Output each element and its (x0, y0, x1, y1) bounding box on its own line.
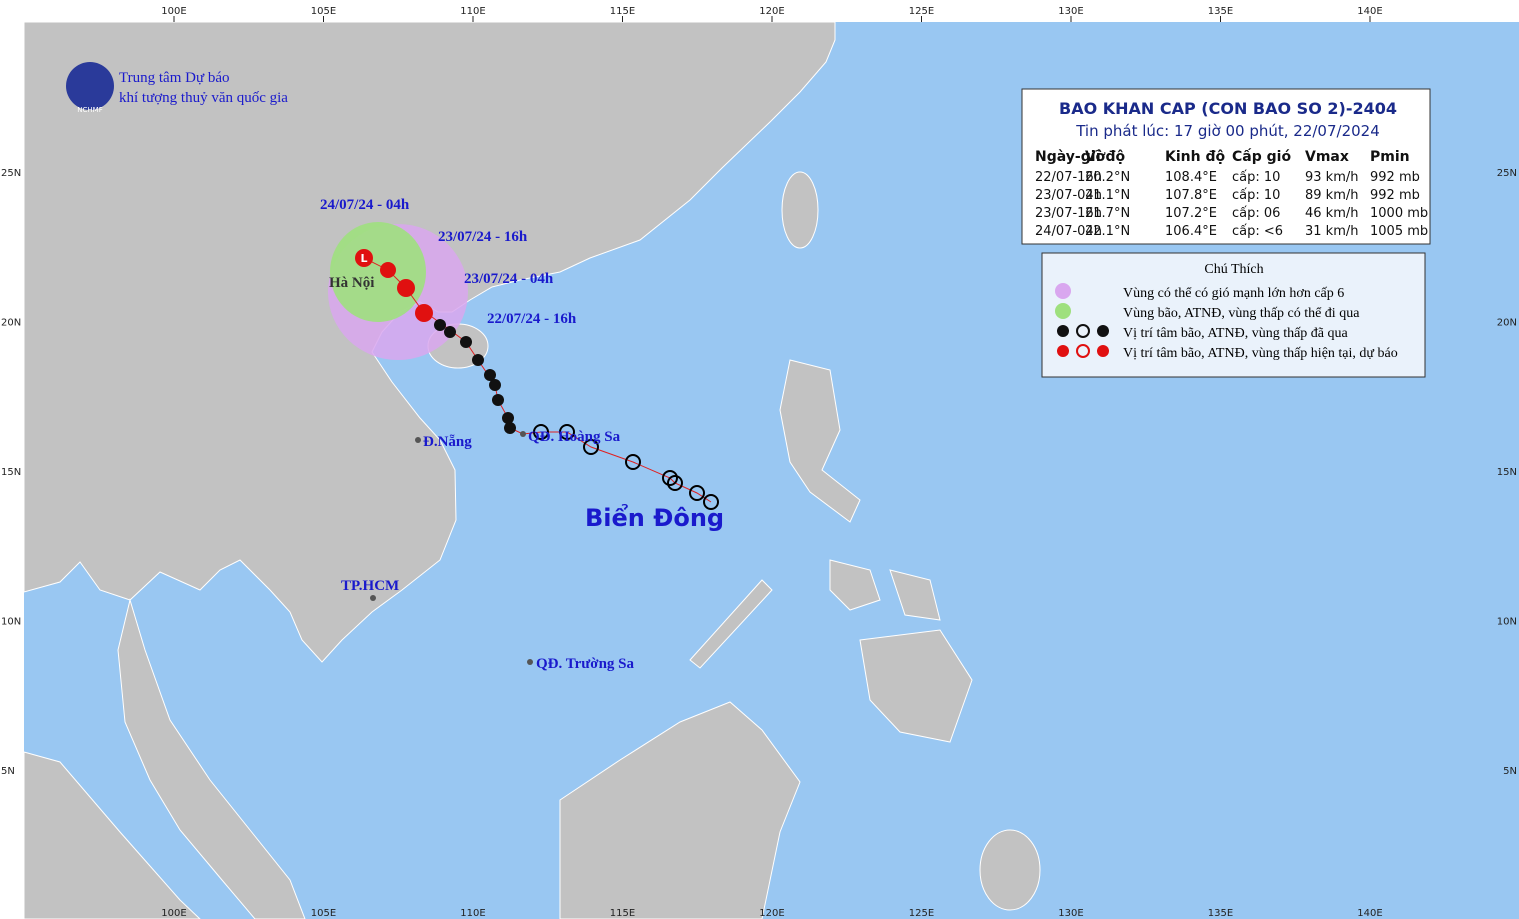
island-label: QĐ. Hoàng Sa (528, 429, 621, 445)
forecast-time: 23/07/24 - 04h (464, 271, 554, 287)
lat-label: 15N (1497, 467, 1517, 478)
forecast-time: 24/07/24 - 04h (320, 197, 410, 213)
bulletin-box (1021, 88, 1431, 245)
bulletin: BAO KHAN CAP (CON BAO SO 2)-2404 Tin phá… (1021, 88, 1431, 245)
legend-swatch (1057, 324, 1109, 338)
column-header: Ngày-giờ (1035, 149, 1106, 165)
table-cell: 46 km/h (1305, 206, 1359, 221)
past-track (533, 424, 719, 510)
lon-label: 115E (610, 6, 635, 17)
lon-label: 135E (1208, 908, 1233, 919)
storm-area (330, 222, 426, 322)
table-cell: 107.2°E (1165, 206, 1217, 221)
table-cell: 31 km/h (1305, 224, 1359, 239)
table-cell: cấp: 10 (1232, 170, 1280, 185)
lon-label: 105E (311, 908, 336, 919)
column-header: Vmax (1305, 149, 1349, 165)
table-cell: cấp: <6 (1232, 224, 1283, 239)
table-cell: 21.7°N (1085, 206, 1130, 221)
table-cell: 108.4°E (1165, 170, 1217, 185)
agency-name: Trung tâm Dự báo (119, 70, 230, 86)
lat-label: 10N (1497, 617, 1517, 628)
table-cell: 23/07-04h (1035, 188, 1102, 203)
legend-item: Vị trí tâm bão, ATNĐ, vùng thấp hiện tại… (1123, 346, 1398, 361)
table-cell: 992 mb (1370, 188, 1420, 203)
bulletin-title: BAO KHAN CAP (CON BAO SO 2)-2404 (1059, 99, 1397, 118)
lon-label: 100E (161, 908, 186, 919)
lat-label: 15N (1, 467, 21, 478)
legend-box (1041, 252, 1426, 378)
city-dots (370, 431, 533, 665)
city-label: Đ.Nẵng (423, 434, 472, 450)
table-cell: 992 mb (1370, 170, 1420, 185)
lon-label: 100E (161, 6, 186, 17)
table-cell: 24/07-04h (1035, 224, 1102, 239)
forecast-time: 22/07/24 - 16h (487, 311, 577, 327)
svg-text:L: L (360, 252, 367, 265)
column-header: Cấp gió (1232, 148, 1291, 165)
lat-label: 25N (1, 168, 21, 179)
legend: Chú Thích Vùng có thể có gió mạnh lớn hơ… (1041, 252, 1426, 378)
lon-label: 130E (1058, 908, 1083, 919)
sea-label: Biển Đông (585, 502, 724, 532)
table-cell: 107.8°E (1165, 188, 1217, 203)
logo (66, 62, 114, 110)
agency-name: khí tượng thuỷ văn quốc gia (119, 90, 288, 106)
top-margin (0, 0, 1519, 22)
island-label: QĐ. Trường Sa (536, 656, 635, 672)
legend-swatch (1055, 283, 1071, 299)
table-cell: 22.1°N (1085, 224, 1130, 239)
table-cell: 1005 mb (1370, 224, 1428, 239)
table-cell: cấp: 10 (1232, 188, 1280, 203)
table-cell: 106.4°E (1165, 224, 1217, 239)
legend-item: Vùng có thể có gió mạnh lớn hơn cấp 6 (1123, 286, 1344, 301)
table-cell: 89 km/h (1305, 188, 1359, 203)
lon-label: 120E (759, 908, 784, 919)
bulletin-issued: Tin phát lúc: 17 giờ 00 phút, 22/07/2024 (1075, 122, 1380, 140)
past-storm-symbols (434, 319, 516, 434)
forecast-time: 23/07/24 - 16h (438, 229, 528, 245)
column-header: Kinh độ (1165, 149, 1225, 165)
lat-label: 10N (1, 617, 21, 628)
column-header: Vĩ độ (1085, 149, 1126, 165)
city-label: Hà Nội (329, 275, 374, 291)
lon-label: 140E (1357, 6, 1382, 17)
lon-label: 135E (1208, 6, 1233, 17)
lon-label: 115E (610, 908, 635, 919)
logo-badge: NCHMF (77, 106, 102, 114)
legend-swatch (1057, 344, 1109, 358)
lat-label: 5N (1503, 766, 1517, 777)
table-cell: 23/07-16h (1035, 206, 1102, 221)
legend-title: Chú Thích (1204, 262, 1263, 277)
lon-label: 105E (311, 6, 336, 17)
legend-swatch (1055, 303, 1071, 319)
column-header: Pmin (1370, 149, 1410, 165)
legend-item: Vùng bão, ATNĐ, vùng thấp có thể đi qua (1123, 306, 1360, 321)
table-cell: 20.2°N (1085, 170, 1130, 185)
lon-label: 120E (759, 6, 784, 17)
lon-label: 110E (460, 6, 485, 17)
lon-label: 140E (1357, 908, 1382, 919)
lon-label: 130E (1058, 6, 1083, 17)
table-cell: 1000 mb (1370, 206, 1428, 221)
table-cell: 22/07-16h (1035, 170, 1102, 185)
lat-label: 20N (1497, 318, 1517, 329)
table-cell: cấp: 06 (1232, 206, 1280, 221)
lat-label: 5N (1, 766, 15, 777)
city-label: TP.HCM (341, 578, 399, 594)
table-cell: 93 km/h (1305, 170, 1359, 185)
forecast-symbols: L (355, 249, 433, 322)
table-cell: 21.1°N (1085, 188, 1130, 203)
legend-item: Vị trí tâm bão, ATNĐ, vùng thấp đã qua (1123, 326, 1349, 341)
lat-label: 20N (1, 318, 21, 329)
land (23, 21, 1041, 919)
lat-label: 25N (1497, 168, 1517, 179)
lon-label: 125E (909, 908, 934, 919)
lon-label: 125E (909, 6, 934, 17)
lon-label: 110E (460, 908, 485, 919)
